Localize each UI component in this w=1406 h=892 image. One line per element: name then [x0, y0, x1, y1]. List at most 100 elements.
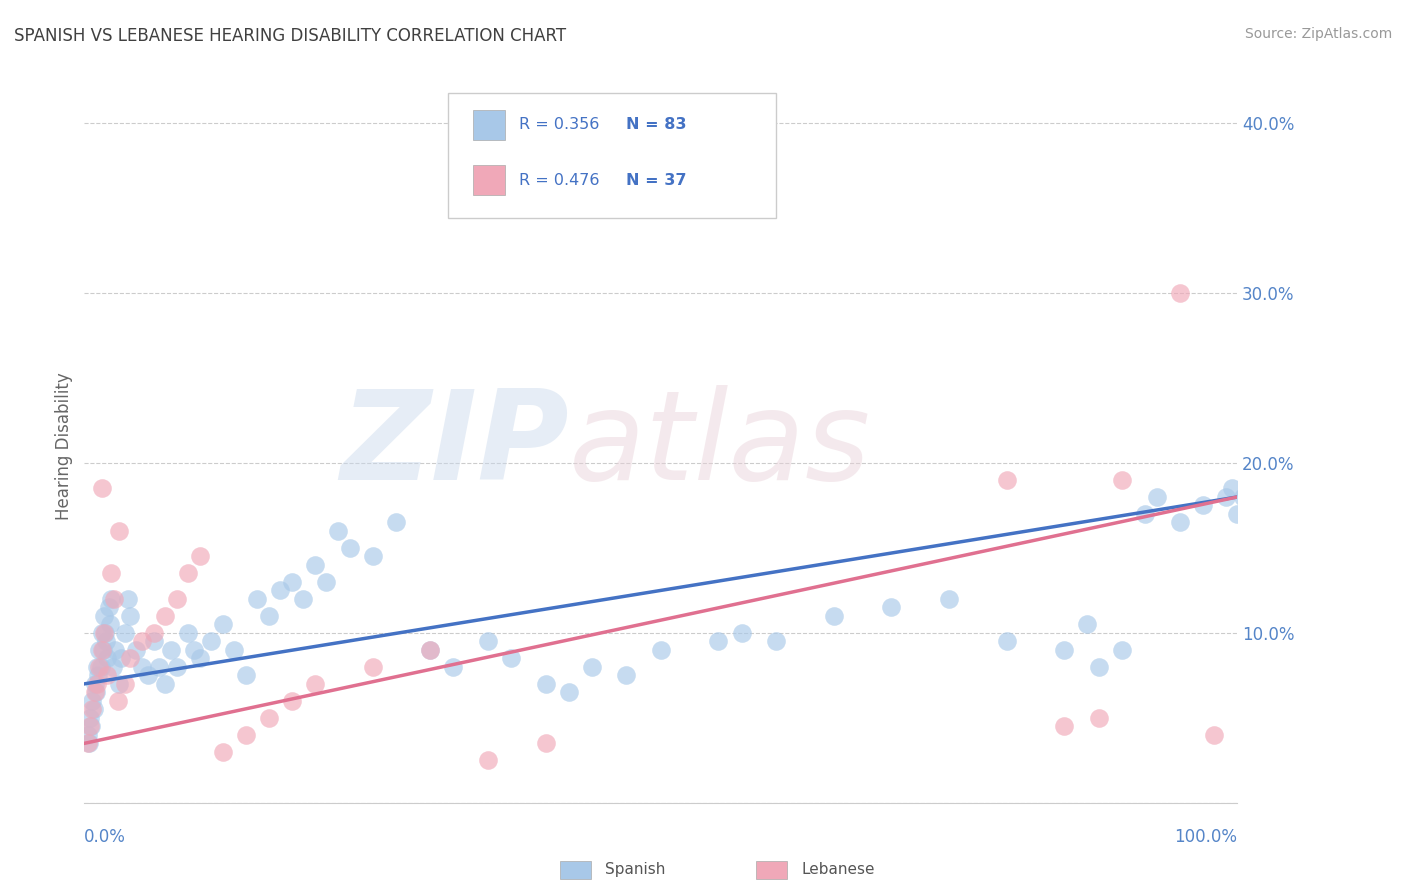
FancyBboxPatch shape — [472, 110, 505, 140]
Point — [1111, 643, 1133, 657]
Point — [441, 660, 464, 674]
Point — [96, 634, 118, 648]
Point — [98, 617, 121, 632]
Point — [79, 711, 101, 725]
Point — [107, 694, 129, 708]
Point — [108, 677, 131, 691]
Point — [281, 694, 304, 708]
Point — [166, 591, 188, 606]
Point — [93, 626, 115, 640]
Point — [103, 591, 125, 606]
Point — [730, 626, 752, 640]
Point — [177, 566, 200, 581]
Point — [89, 660, 111, 674]
Point — [108, 524, 131, 538]
Point — [224, 643, 246, 657]
Text: SPANISH VS LEBANESE HEARING DISABILITY CORRELATION CHART: SPANISH VS LEBANESE HEARING DISABILITY C… — [14, 27, 567, 45]
Point — [1215, 490, 1237, 504]
Point — [83, 685, 105, 699]
Point — [114, 677, 136, 691]
Point — [938, 591, 960, 606]
Point — [200, 634, 222, 648]
Text: R = 0.476: R = 0.476 — [519, 172, 599, 187]
Point — [257, 608, 280, 623]
Point — [94, 626, 117, 640]
Point — [384, 516, 406, 530]
Point — [361, 660, 384, 674]
Point — [361, 549, 384, 564]
Point — [160, 643, 183, 657]
Point — [1088, 711, 1111, 725]
Point — [90, 482, 112, 496]
Point — [304, 677, 326, 691]
Point — [995, 634, 1018, 648]
Point — [1168, 286, 1191, 301]
Point — [79, 719, 101, 733]
Point — [136, 668, 159, 682]
Point — [89, 660, 111, 674]
Point — [131, 634, 153, 648]
Text: N = 37: N = 37 — [626, 172, 686, 187]
Point — [995, 473, 1018, 487]
Point — [1220, 482, 1243, 496]
Text: 100.0%: 100.0% — [1174, 829, 1237, 847]
Point — [76, 736, 98, 750]
Point — [87, 668, 110, 682]
Point — [90, 643, 112, 657]
Point — [183, 643, 205, 657]
Point — [477, 753, 499, 767]
Point — [82, 694, 104, 708]
Point — [84, 685, 107, 699]
Point — [110, 651, 132, 665]
Point — [91, 643, 114, 657]
Point — [142, 626, 165, 640]
Point — [83, 677, 105, 691]
Text: Lebanese: Lebanese — [801, 863, 875, 877]
Point — [257, 711, 280, 725]
Point — [292, 591, 315, 606]
Text: R = 0.356: R = 0.356 — [519, 117, 599, 132]
Text: 0.0%: 0.0% — [84, 829, 127, 847]
Y-axis label: Hearing Disability: Hearing Disability — [55, 372, 73, 520]
Point — [76, 728, 98, 742]
Point — [83, 702, 105, 716]
Point — [269, 583, 291, 598]
Point — [90, 626, 112, 640]
Point — [153, 677, 176, 691]
Point — [246, 591, 269, 606]
Point — [86, 660, 108, 674]
Point — [97, 600, 120, 615]
Point — [534, 677, 557, 691]
Text: ZIP: ZIP — [340, 385, 568, 507]
Point — [96, 651, 118, 665]
Point — [1088, 660, 1111, 674]
Point — [1053, 643, 1076, 657]
Point — [120, 651, 142, 665]
Point — [650, 643, 672, 657]
Point — [419, 643, 441, 657]
Point — [534, 736, 557, 750]
Point — [80, 719, 103, 733]
FancyBboxPatch shape — [447, 93, 776, 218]
Point — [1168, 516, 1191, 530]
Point — [235, 728, 257, 742]
Point — [557, 685, 579, 699]
Point — [188, 651, 211, 665]
Point — [1133, 507, 1156, 521]
Point — [1232, 490, 1254, 504]
Point — [77, 736, 100, 750]
Point — [419, 643, 441, 657]
Point — [86, 677, 108, 691]
Point — [211, 745, 233, 759]
Point — [1111, 473, 1133, 487]
Point — [304, 558, 326, 572]
Point — [1237, 499, 1260, 513]
Point — [1204, 728, 1226, 742]
Point — [211, 617, 233, 632]
Point — [707, 634, 730, 648]
Point — [326, 524, 349, 538]
Text: N = 83: N = 83 — [626, 117, 686, 132]
Point — [765, 634, 787, 648]
Point — [104, 643, 127, 657]
Point — [315, 574, 337, 589]
